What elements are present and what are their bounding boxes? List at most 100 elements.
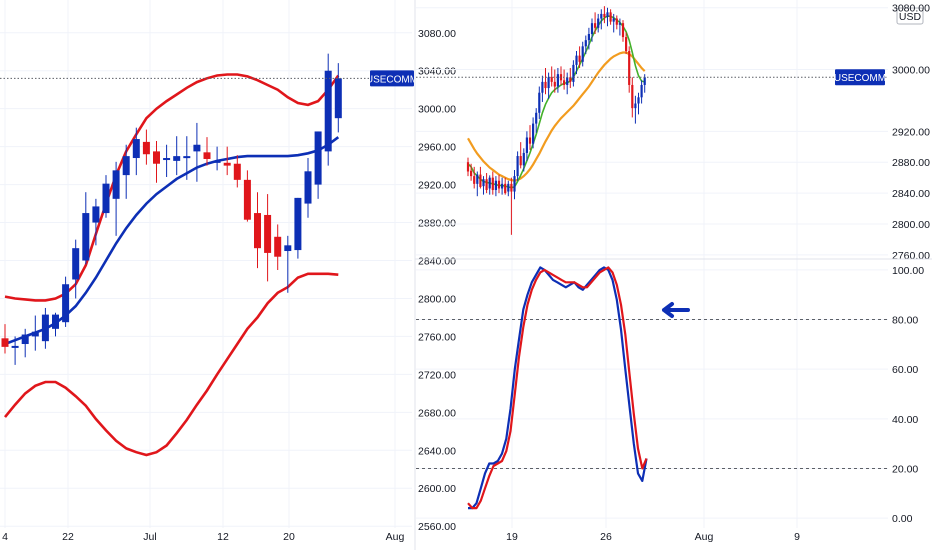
candle-body [594,23,597,28]
candle-body [62,284,70,323]
bollinger-mid-line [4,136,340,346]
candle-body [274,236,282,257]
left-y-tick: 3040.00 [418,66,456,78]
candle-body [193,144,201,152]
candle-body [628,50,631,85]
ma-orange-line [467,51,646,182]
candle-body [203,152,211,159]
candle-body [41,314,49,342]
left-y-tick: 2720.00 [418,369,456,381]
left-price-panel: 3080.003040.003000.002960.002920.002880.… [0,0,456,543]
candle-body [550,77,553,82]
candle-body [643,77,646,85]
candle-body [566,77,569,85]
oscillator-red-line [467,266,648,510]
candle-body [497,180,501,189]
candle-body [507,183,510,192]
candle-body [284,245,292,252]
candle-body [223,162,231,166]
bollinger-upper-line [4,73,340,302]
candle-body [569,77,572,82]
candle-body [491,177,494,191]
candle-body [612,18,615,22]
candle-body [324,70,332,152]
candle-body [482,179,485,187]
left-arrow-annotation-icon [662,302,690,318]
candle-body [618,23,621,25]
candle-body [541,81,544,93]
right-x-tick: 19 [506,531,518,543]
candle-body [92,206,100,223]
candle-body [615,18,618,25]
candle-body [102,183,110,214]
left-y-tick: 2960.00 [418,142,456,154]
candle-body [476,174,479,184]
candle-body [485,179,488,191]
left-x-tick: 22 [62,531,74,543]
left-y-tick: 3000.00 [418,104,456,116]
candle-body [142,141,150,155]
candle-body [621,23,625,38]
candle-body [183,156,191,159]
candle-body [264,214,272,253]
candle-body [334,78,342,119]
candle-body [606,12,609,17]
candle-body [122,156,130,176]
candle-body [528,137,532,144]
left-y-tick: 2600.00 [418,483,456,495]
right-top-y-tick: 2760.00 [892,250,930,262]
candle-body [213,160,221,163]
oscillator-y-tick: 0.00 [892,513,913,525]
candle-body [466,162,470,172]
candle-body [600,13,603,19]
candle-body [519,156,522,166]
candle-body [52,314,59,329]
candle-body [522,152,525,166]
candle-body [488,177,491,189]
candle-body [535,112,538,124]
candle-body [553,81,556,87]
candle-body [153,151,160,164]
left-y-tick: 2640.00 [418,445,456,457]
right-x-tick: 9 [794,531,800,543]
candle-body [597,18,600,28]
candle-body [578,55,581,62]
currency-box [896,7,924,25]
left-y-tick: 3080.00 [418,28,456,40]
candle-body [603,13,606,17]
candle-body [637,97,640,104]
candle-body [625,37,628,51]
candle-body [479,174,482,187]
candle-body [587,33,590,41]
candle-body [132,139,140,159]
left-x-tick: Aug [386,531,405,543]
left-y-tick: 2760.00 [418,331,456,343]
candle-body [634,103,637,109]
oscillator-y-tick: 60.00 [892,364,918,376]
symbol-tag-box [370,70,414,87]
candle-body [304,171,312,204]
oscillator-y-tick: 100.00 [892,265,924,277]
candle-body [504,183,507,194]
candle-body [525,137,528,153]
candle-body [173,156,181,161]
left-y-tick: 2680.00 [418,407,456,419]
candle-body [470,170,473,177]
candle-body [513,176,516,192]
right-top-y-tick: 2840.00 [892,188,930,200]
candle-body [11,345,19,348]
right-x-tick: 26 [600,531,612,543]
candle-body [82,213,90,261]
candle-body [31,331,39,337]
candle-body [1,338,9,347]
right-top-y-tick: 2920.00 [892,126,930,138]
left-x-tick: 4 [2,531,8,543]
candle-body [538,92,541,113]
left-x-tick: 20 [283,531,295,543]
candle-body [563,80,566,85]
candle-body [516,156,519,177]
candle-body [473,176,476,184]
candle-body [590,23,594,34]
left-y-tick: 2840.00 [418,256,456,268]
